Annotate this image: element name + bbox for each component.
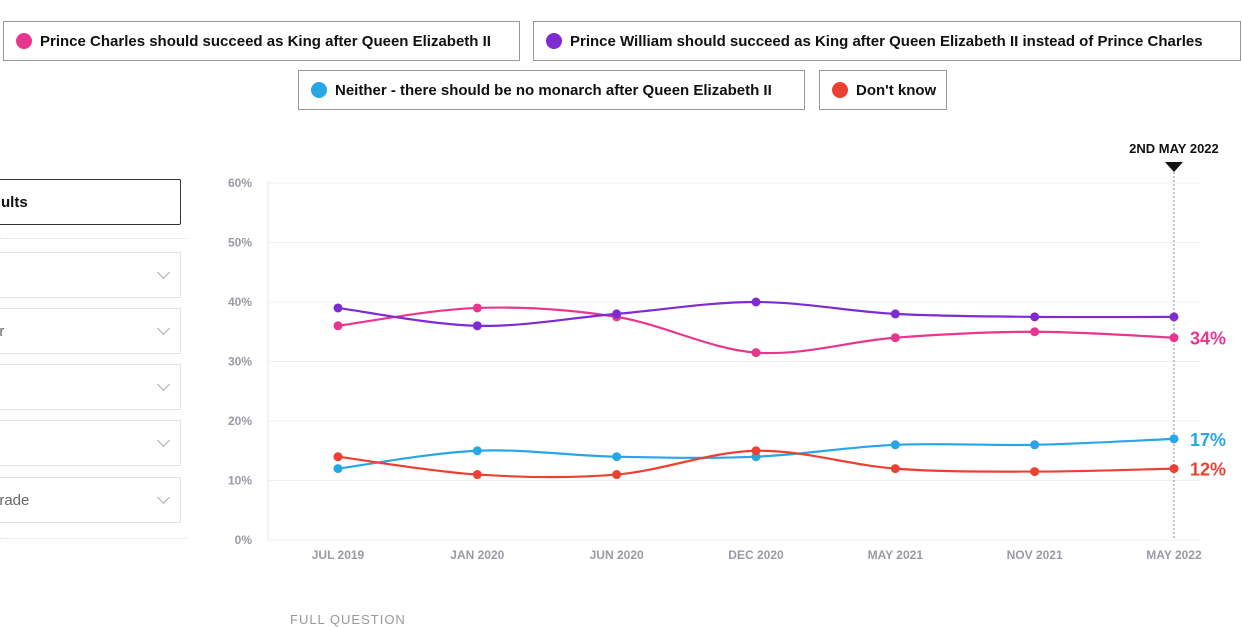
- filter-label: grade: [0, 491, 30, 509]
- y-tick-label: 30%: [228, 355, 252, 369]
- legend-label: Don't know: [856, 81, 937, 99]
- x-tick-label: JAN 2020: [450, 548, 504, 562]
- data-point: [751, 348, 761, 358]
- legend-item-neither[interactable]: Neither - there should be no monarch aft…: [298, 70, 805, 110]
- data-point: [1030, 440, 1040, 450]
- data-point: [751, 446, 761, 456]
- data-point: [1030, 327, 1040, 337]
- chevron-down-icon: [157, 378, 170, 391]
- chevron-down-icon: [157, 434, 170, 447]
- x-tick-label: JUN 2020: [590, 548, 644, 562]
- data-point: [333, 303, 343, 313]
- x-tick-label: MAY 2022: [1146, 548, 1202, 562]
- series-line: [337, 449, 1175, 479]
- data-point: [1169, 312, 1179, 322]
- data-point: [1030, 312, 1040, 322]
- data-point: [612, 312, 622, 322]
- legend-label: Neither - there should be no monarch aft…: [335, 81, 772, 99]
- data-point: [472, 446, 482, 456]
- data-point: [333, 464, 343, 474]
- x-tick-label: JUL 2019: [312, 548, 365, 562]
- data-point: [751, 297, 761, 307]
- data-point: [1169, 434, 1179, 444]
- x-tick-label: NOV 2021: [1007, 548, 1063, 562]
- data-point: [612, 470, 622, 480]
- series-line: [337, 437, 1175, 470]
- data-point: [890, 440, 900, 450]
- data-point: [612, 452, 622, 462]
- data-point: [472, 321, 482, 331]
- legend-dot-icon: [832, 82, 848, 98]
- legend-dot-icon: [311, 82, 327, 98]
- data-point: [1169, 333, 1179, 343]
- filter-dropdown[interactable]: grade: [0, 477, 181, 523]
- chevron-down-icon: [157, 266, 170, 279]
- data-point: [1030, 467, 1040, 477]
- data-point: [333, 452, 343, 462]
- date-marker-label: 2ND MAY 2022: [1129, 141, 1219, 156]
- full-question-label[interactable]: FULL QUESTION: [290, 612, 406, 627]
- filter-dropdown[interactable]: s: [0, 364, 181, 410]
- y-tick-label: 50%: [228, 236, 252, 250]
- x-tick-label: DEC 2020: [728, 548, 784, 562]
- data-point: [890, 333, 900, 343]
- filter-dropdown[interactable]: n: [0, 420, 181, 466]
- data-point: [890, 464, 900, 474]
- x-tick-label: MAY 2021: [868, 548, 924, 562]
- data-point: [890, 309, 900, 319]
- data-point: [472, 470, 482, 480]
- filter-label: er: [0, 322, 5, 340]
- filter-dropdown[interactable]: er: [0, 308, 181, 354]
- y-tick-label: 40%: [228, 295, 252, 309]
- series-line: [337, 300, 1174, 327]
- data-point: [751, 452, 761, 462]
- data-point: [333, 321, 343, 331]
- data-point: [612, 309, 622, 319]
- results-button-label: ults: [1, 193, 28, 211]
- end-value-label: 34%: [1190, 329, 1226, 349]
- legend-item-william[interactable]: Prince William should succeed as King af…: [533, 21, 1241, 61]
- divider: [0, 238, 188, 239]
- y-tick-label: 10%: [228, 474, 252, 488]
- legend-label: Prince William should succeed as King af…: [570, 32, 1203, 50]
- legend-dot-icon: [16, 33, 32, 49]
- y-tick-label: 60%: [228, 176, 252, 190]
- chevron-down-icon: [157, 491, 170, 504]
- legend-dot-icon: [546, 33, 562, 49]
- chevron-down-icon: [157, 322, 170, 335]
- data-point: [1169, 464, 1179, 474]
- end-value-label: 17%: [1190, 430, 1226, 450]
- legend-label: Prince Charles should succeed as King af…: [40, 32, 491, 50]
- divider: [0, 538, 188, 539]
- results-button[interactable]: ults: [0, 179, 181, 225]
- end-value-label: 12%: [1190, 460, 1226, 480]
- data-point: [472, 303, 482, 313]
- legend-item-dont-know[interactable]: Don't know: [819, 70, 947, 110]
- filter-dropdown[interactable]: [0, 252, 181, 298]
- series-line: [337, 306, 1175, 355]
- legend-item-charles[interactable]: Prince Charles should succeed as King af…: [3, 21, 520, 61]
- date-marker-triangle-icon: [1164, 162, 1183, 172]
- y-tick-label: 0%: [235, 533, 253, 547]
- y-tick-label: 20%: [228, 414, 252, 428]
